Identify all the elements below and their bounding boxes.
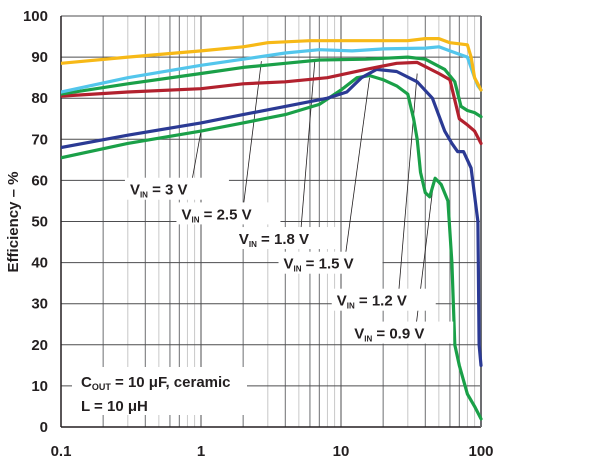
series-label: VIN = 1.2 V bbox=[331, 288, 436, 311]
y-tick-label: 80 bbox=[31, 90, 48, 107]
series-line bbox=[61, 60, 483, 145]
series-label-text: VIN = 1.5 V bbox=[284, 256, 354, 274]
leader-line bbox=[300, 61, 316, 231]
label-background bbox=[233, 227, 338, 250]
series-line bbox=[61, 74, 483, 421]
leader-line bbox=[345, 77, 370, 255]
y-tick-label: 50 bbox=[31, 214, 48, 231]
series-label: VIN = 1.5 V bbox=[278, 251, 383, 274]
label-background bbox=[176, 202, 281, 225]
series-line bbox=[61, 55, 483, 119]
series-line bbox=[61, 37, 483, 92]
series-label: VIN = 3 V bbox=[124, 177, 229, 200]
leader-line bbox=[243, 61, 262, 206]
leader-line bbox=[398, 73, 418, 292]
series-line bbox=[61, 67, 483, 367]
label-background bbox=[278, 251, 383, 274]
series-label: VIN = 0.9 V bbox=[349, 321, 454, 344]
y-tick-label: 20 bbox=[31, 337, 48, 354]
series-labels: VIN = 3 V VIN = 2.5 V VIN = 1.8 V VIN = 1.5… bbox=[124, 177, 454, 344]
y-tick-label: 60 bbox=[31, 172, 48, 189]
y-tick-label: 30 bbox=[31, 296, 48, 313]
y-axis-label: Efficiency – % bbox=[5, 172, 22, 273]
series-label-text: VIN = 3 V bbox=[130, 182, 188, 200]
series-label-text: VIN = 1.2 V bbox=[337, 293, 407, 311]
y-tick-label: 100 bbox=[23, 8, 48, 25]
label-background bbox=[331, 288, 436, 311]
y-tick-label: 70 bbox=[31, 131, 48, 148]
label-background bbox=[124, 177, 229, 200]
annotation-text: L = 10 μH bbox=[81, 398, 148, 415]
series-label: VIN = 2.5 V bbox=[176, 202, 281, 225]
series-label-text: VIN = 1.8 V bbox=[239, 231, 309, 249]
leader-line bbox=[191, 131, 202, 181]
x-tick-label: 0.1 bbox=[51, 443, 72, 460]
series-label: VIN = 1.8 V bbox=[233, 227, 338, 250]
series-lines bbox=[61, 37, 483, 421]
label-background bbox=[349, 321, 454, 344]
x-tick-label: 1 bbox=[197, 443, 205, 460]
x-tick-label: 100 bbox=[468, 443, 493, 460]
x-tick-label: 10 bbox=[333, 443, 350, 460]
y-tick-label: 10 bbox=[31, 378, 48, 395]
annotations: COUT = 10 μF, ceramic L = 10 μH bbox=[72, 367, 247, 415]
annotation-text: COUT = 10 μF, ceramic bbox=[81, 374, 231, 392]
y-tick-label: 0 bbox=[40, 419, 48, 436]
y-tick-label: 90 bbox=[31, 49, 48, 66]
series-label-text: VIN = 0.9 V bbox=[354, 326, 424, 344]
series-label-text: VIN = 2.5 V bbox=[181, 206, 251, 224]
y-tick-label: 40 bbox=[31, 255, 48, 272]
annotation-background bbox=[72, 367, 247, 415]
